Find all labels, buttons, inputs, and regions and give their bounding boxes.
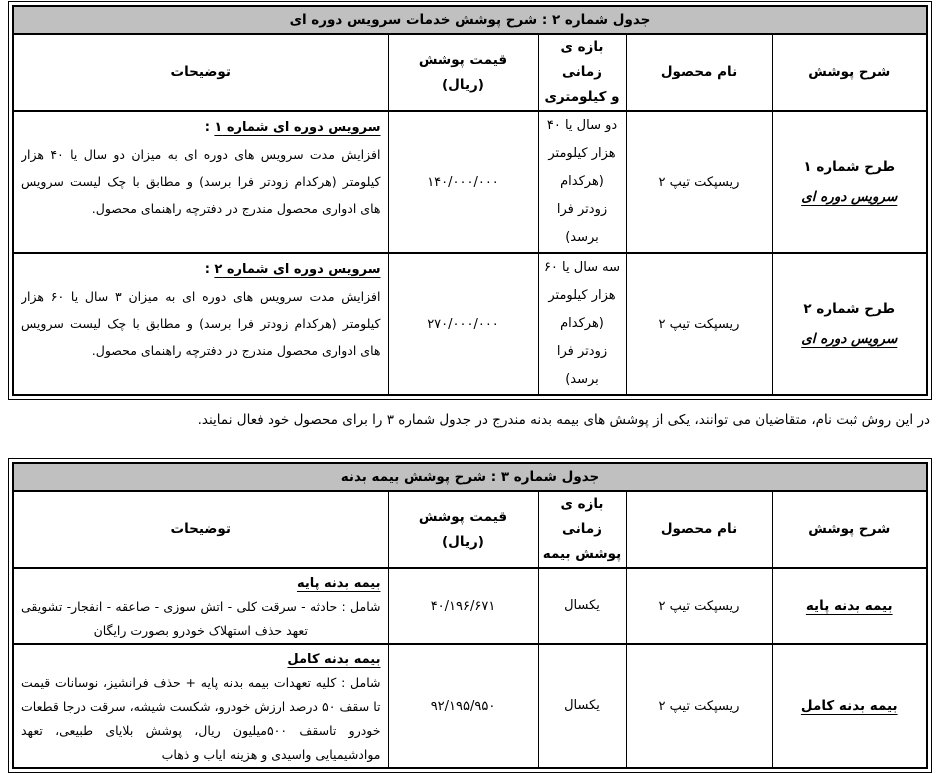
body-insurance-table: جدول شماره ۳ : شرح پوشش بیمه بدنه شرح پو… <box>12 462 928 769</box>
range-cell: یکسال <box>537 567 627 645</box>
header-notes: توضیحات <box>12 33 389 112</box>
notes-body: شامل : حادثه - سرقت کلی - اتش سوزی - صاع… <box>21 599 381 638</box>
price-cell: ۹۲/۱۹۵/۹۵۰ <box>387 643 539 769</box>
body-insurance-table-wrap: جدول شماره ۳ : شرح پوشش بیمه بدنه شرح پو… <box>8 458 932 773</box>
table-row: طرح شماره ۲ سرویس دوره ای ریسپکت تیپ ۲ س… <box>12 252 928 396</box>
coverage-cell: بیمه بدنه کامل <box>771 643 928 769</box>
product-cell: ریسپکت تیپ ۲ <box>625 567 773 645</box>
notes-body: افزایش مدت سرویس های دوره ای به میزان ۳ … <box>21 289 381 358</box>
header-product: نام محصول <box>625 490 773 569</box>
notes-title: بیمه بدنه کامل <box>287 652 381 667</box>
coverage-cell: طرح شماره ۲ سرویس دوره ای <box>771 252 928 396</box>
notes-title: بیمه بدنه پایه <box>296 576 381 591</box>
coverage-cell: بیمه بدنه پایه <box>771 567 928 645</box>
between-tables-note: در این روش ثبت نام، متقاضیان می توانند، … <box>197 412 930 428</box>
header-coverage: شرح پوشش <box>771 33 928 112</box>
service-coverage-table: جدول شماره ۲ : شرح پوشش خدمات سرویس دوره… <box>12 5 928 396</box>
table-title-row: جدول شماره ۳ : شرح پوشش بیمه بدنه <box>12 462 928 492</box>
price-cell: ۲۷۰/۰۰۰/۰۰۰ <box>387 252 539 396</box>
notes-cell: سرویس دوره ای شماره ۱ : افزایش مدت سرویس… <box>12 110 389 254</box>
notes-cell: بیمه بدنه پایه شامل : حادثه - سرقت کلی -… <box>12 567 389 645</box>
header-price: قیمت پوشش (ریال) <box>387 490 539 569</box>
notes-title: سرویس دوره ای شماره ۲ : <box>204 262 381 277</box>
product-cell: ریسپکت تیپ ۲ <box>625 110 773 254</box>
header-price: قیمت پوشش (ریال) <box>387 33 539 112</box>
range-cell: یکسال <box>537 643 627 769</box>
header-notes: توضیحات <box>12 490 389 569</box>
product-cell: ریسپکت تیپ ۲ <box>625 252 773 396</box>
table-title: جدول شماره ۲ : شرح پوشش خدمات سرویس دوره… <box>12 5 928 35</box>
range-cell: دو سال یا ۴۰ هزار کیلومتر (هرکدام زودتر … <box>537 110 627 254</box>
notes-body: شامل : کلیه تعهدات بیمه بدنه پایه + حذف … <box>21 675 381 762</box>
price-cell: ۱۴۰/۰۰۰/۰۰۰ <box>387 110 539 254</box>
header-range: بازه ی زمانی و کیلومتری <box>537 33 627 112</box>
table-header-row: شرح پوشش نام محصول بازه ی زمانی پوشش بیم… <box>12 490 928 569</box>
product-cell: ریسپکت تیپ ۲ <box>625 643 773 769</box>
table-header-row: شرح پوشش نام محصول بازه ی زمانی و کیلومت… <box>12 33 928 112</box>
coverage-cell: طرح شماره ۱ سرویس دوره ای <box>771 110 928 254</box>
table-row: بیمه بدنه کامل ریسپکت تیپ ۲ یکسال ۹۲/۱۹۵… <box>12 643 928 769</box>
range-cell: سه سال یا ۶۰ هزار کیلومتر (هرکدام زودتر … <box>537 252 627 396</box>
table-row: بیمه بدنه پایه ریسپکت تیپ ۲ یکسال ۴۰/۱۹۶… <box>12 567 928 645</box>
table-title-row: جدول شماره ۲ : شرح پوشش خدمات سرویس دوره… <box>12 5 928 35</box>
service-coverage-table-wrap: جدول شماره ۲ : شرح پوشش خدمات سرویس دوره… <box>8 1 932 400</box>
notes-body: افزایش مدت سرویس های دوره ای به میزان دو… <box>21 147 381 216</box>
notes-cell: بیمه بدنه کامل شامل : کلیه تعهدات بیمه ب… <box>12 643 389 769</box>
header-range: بازه ی زمانی پوشش بیمه <box>537 490 627 569</box>
header-coverage: شرح پوشش <box>771 490 928 569</box>
notes-cell: سرویس دوره ای شماره ۲ : افزایش مدت سرویس… <box>12 252 389 396</box>
table-title: جدول شماره ۳ : شرح پوشش بیمه بدنه <box>12 462 928 492</box>
header-product: نام محصول <box>625 33 773 112</box>
price-cell: ۴۰/۱۹۶/۶۷۱ <box>387 567 539 645</box>
table-row: طرح شماره ۱ سرویس دوره ای ریسپکت تیپ ۲ د… <box>12 110 928 254</box>
notes-title: سرویس دوره ای شماره ۱ : <box>204 120 381 135</box>
